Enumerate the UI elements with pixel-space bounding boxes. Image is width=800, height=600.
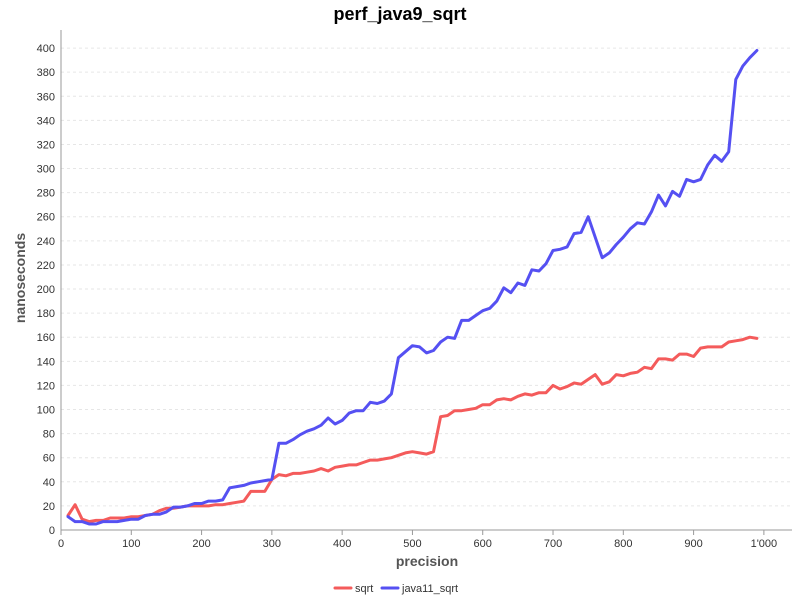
x-tick-label: 300 (263, 538, 281, 550)
series-line-java11-sqrt (66, 49, 759, 526)
legend-label: java11_sqrt (401, 583, 458, 595)
legend-label: sqrt (355, 583, 373, 595)
x-tick-label: 400 (333, 538, 351, 550)
x-tick-label: 1'000 (751, 538, 778, 550)
y-tick-label: 100 (37, 405, 55, 417)
y-tick-label: 240 (37, 236, 55, 248)
legend: sqrt java11_sqrt (333, 583, 458, 595)
axes (60, 30, 792, 531)
y-tick-label: 340 (37, 115, 55, 127)
y-tick-label: 20 (43, 501, 55, 513)
y-tick-label: 400 (37, 43, 55, 55)
chart-title: perf_java9_sqrt (333, 4, 466, 24)
x-axis-ticks: 0 100 200 300 400 500 600 700 800 900 1'000 (58, 530, 777, 550)
x-tick-label: 100 (122, 538, 140, 550)
y-tick-label: 380 (37, 67, 55, 79)
x-axis-label: precision (396, 553, 458, 569)
x-tick-label: 500 (403, 538, 421, 550)
series-layer (66, 49, 759, 526)
y-tick-label: 40 (43, 477, 55, 489)
y-tick-label: 280 (37, 188, 55, 200)
x-tick-label: 0 (58, 538, 64, 550)
y-tick-label: 360 (37, 91, 55, 103)
y-tick-label: 320 (37, 139, 55, 151)
y-tick-label: 200 (37, 284, 55, 296)
x-tick-label: 900 (684, 538, 702, 550)
y-tick-label: 180 (37, 308, 55, 320)
grid (61, 47, 792, 507)
y-axis-label: nanoseconds (12, 233, 28, 323)
y-tick-label: 140 (37, 356, 55, 368)
y-tick-label: 220 (37, 260, 55, 272)
x-tick-label: 800 (614, 538, 632, 550)
y-tick-label: 160 (37, 332, 55, 344)
y-tick-label: 60 (43, 453, 55, 465)
y-tick-label: 80 (43, 429, 55, 441)
y-tick-label: 120 (37, 380, 55, 392)
y-tick-label: 260 (37, 212, 55, 224)
y-tick-label: 300 (37, 164, 55, 176)
x-tick-label: 200 (192, 538, 210, 550)
y-axis-ticks: 0 20 40 60 80 100 120 140 160 180 200 220 240 260 280 3… (37, 43, 55, 537)
x-tick-label: 600 (474, 538, 492, 550)
x-tick-label: 700 (544, 538, 562, 550)
series-line-sqrt (66, 335, 759, 524)
y-tick-label: 0 (49, 525, 55, 537)
